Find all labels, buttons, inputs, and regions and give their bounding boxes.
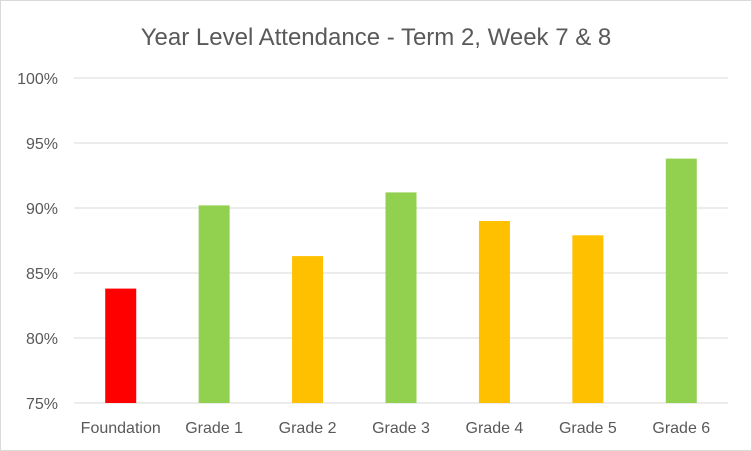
chart-title: Year Level Attendance - Term 2, Week 7 &…	[141, 24, 612, 51]
y-tick-label: 85%	[26, 266, 58, 283]
x-tick-label: Grade 4	[466, 420, 524, 437]
x-tick-label: Grade 6	[652, 420, 710, 437]
x-tick-label: Grade 5	[559, 420, 617, 437]
x-axis-ticks: Foundation Grade 1 Grade 2 Grade 3 Grade 4 Gr…	[81, 420, 711, 437]
x-tick-label: Foundation	[81, 420, 161, 437]
x-tick-label: Grade 3	[372, 420, 430, 437]
y-axis-ticks: 75% 80% 85% 90% 95% 100%	[17, 71, 58, 413]
bar-grade-2	[292, 256, 324, 403]
bars	[105, 158, 697, 403]
x-tick-label: Grade 1	[185, 420, 243, 437]
bar-foundation	[105, 288, 137, 403]
bar-grade-5	[572, 235, 604, 403]
bar-grade-6	[665, 158, 697, 403]
y-tick-label: 90%	[26, 201, 58, 218]
y-tick-label: 95%	[26, 136, 58, 153]
bar-grade-3	[385, 192, 417, 403]
bar-grade-4	[478, 221, 510, 403]
y-tick-label: 100%	[17, 71, 58, 88]
bar-grade-1	[198, 205, 230, 403]
y-tick-label: 75%	[26, 396, 58, 413]
x-tick-label: Grade 2	[279, 420, 337, 437]
y-tick-label: 80%	[26, 331, 58, 348]
